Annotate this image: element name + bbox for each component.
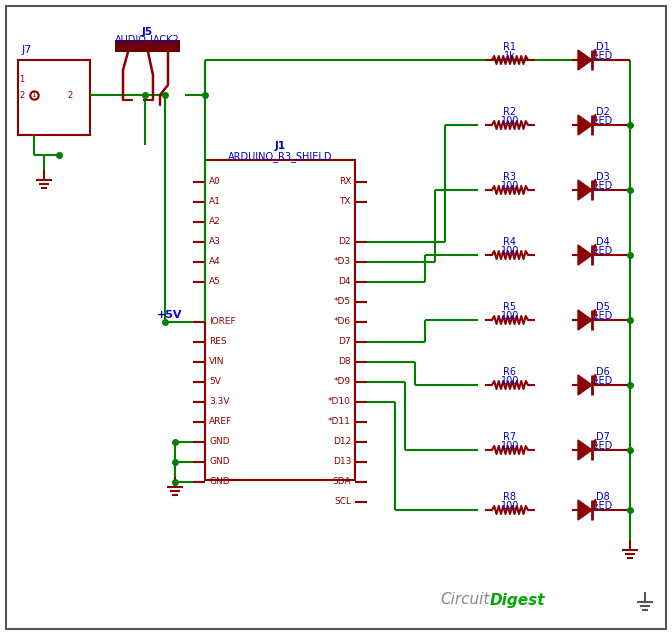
Text: ARDUINO_R3_SHIELD: ARDUINO_R3_SHIELD	[228, 152, 332, 163]
Text: R6: R6	[503, 367, 517, 377]
Text: R8: R8	[503, 492, 517, 502]
Text: D7: D7	[339, 337, 351, 347]
Text: VIN: VIN	[209, 358, 224, 366]
Text: 100: 100	[501, 246, 519, 256]
Text: R1: R1	[503, 42, 517, 52]
Polygon shape	[578, 50, 592, 70]
Text: D12: D12	[333, 438, 351, 446]
Text: *D5: *D5	[334, 298, 351, 307]
Text: IOREF: IOREF	[209, 318, 236, 326]
Text: 1: 1	[31, 92, 35, 98]
Text: GND: GND	[209, 457, 230, 467]
Text: SCL: SCL	[334, 497, 351, 507]
Text: A1: A1	[209, 197, 221, 206]
Text: LED: LED	[593, 246, 613, 256]
Text: GND: GND	[209, 438, 230, 446]
Text: *D6: *D6	[334, 318, 351, 326]
Polygon shape	[578, 500, 592, 520]
Text: A4: A4	[209, 258, 220, 267]
Text: D5: D5	[596, 302, 610, 312]
Text: D4: D4	[339, 277, 351, 286]
Polygon shape	[578, 440, 592, 460]
Text: 100: 100	[501, 501, 519, 511]
Text: LED: LED	[593, 116, 613, 126]
Bar	[18, 60, 90, 135]
Text: 2: 2	[19, 91, 25, 100]
Text: +5V: +5V	[157, 310, 183, 320]
Text: D2: D2	[596, 107, 610, 117]
Text: R5: R5	[503, 302, 517, 312]
Text: D8: D8	[596, 492, 610, 502]
Text: D3: D3	[596, 172, 610, 182]
Text: 100: 100	[501, 116, 519, 126]
Text: D13: D13	[333, 457, 351, 467]
Polygon shape	[578, 310, 592, 330]
Text: 3.3V: 3.3V	[209, 398, 230, 406]
Text: 1: 1	[19, 76, 25, 84]
Text: D7: D7	[596, 432, 610, 442]
Text: Circuit: Circuit	[441, 592, 490, 608]
Text: LED: LED	[593, 376, 613, 386]
Text: J5: J5	[142, 27, 153, 37]
Text: J7: J7	[22, 45, 32, 55]
Text: D2: D2	[339, 237, 351, 246]
Text: 5V: 5V	[209, 377, 221, 387]
Text: RX: RX	[339, 178, 351, 187]
Text: 1k: 1k	[504, 51, 516, 61]
Bar	[205, 160, 355, 480]
Text: GND: GND	[209, 478, 230, 486]
Text: R3: R3	[503, 172, 517, 182]
Text: D6: D6	[596, 367, 610, 377]
Text: LED: LED	[593, 501, 613, 511]
Text: *D9: *D9	[334, 377, 351, 387]
Polygon shape	[578, 375, 592, 395]
Bar	[115, 40, 180, 52]
Text: 100: 100	[501, 181, 519, 191]
Text: AUDIO-JACK2: AUDIO-JACK2	[115, 35, 180, 45]
Text: 100: 100	[501, 376, 519, 386]
Text: A2: A2	[209, 218, 220, 227]
Text: 100: 100	[501, 311, 519, 321]
Text: *D11: *D11	[328, 417, 351, 427]
Text: AREF: AREF	[209, 417, 232, 427]
Text: D1: D1	[596, 42, 610, 52]
Text: LED: LED	[593, 51, 613, 61]
Text: *D3: *D3	[334, 258, 351, 267]
Text: LED: LED	[593, 441, 613, 451]
Text: A5: A5	[209, 277, 221, 286]
Text: RES: RES	[209, 337, 226, 347]
Text: Digest: Digest	[490, 592, 546, 608]
Text: A3: A3	[209, 237, 221, 246]
Text: LED: LED	[593, 181, 613, 191]
Text: LED: LED	[593, 311, 613, 321]
Text: J1: J1	[274, 141, 286, 151]
Text: SDA: SDA	[333, 478, 351, 486]
Text: R4: R4	[503, 237, 517, 247]
Text: R2: R2	[503, 107, 517, 117]
Text: 2: 2	[67, 91, 73, 100]
Text: *D10: *D10	[328, 398, 351, 406]
Polygon shape	[578, 115, 592, 135]
Polygon shape	[578, 180, 592, 200]
Polygon shape	[578, 245, 592, 265]
Text: D8: D8	[339, 358, 351, 366]
Text: TX: TX	[339, 197, 351, 206]
Text: A0: A0	[209, 178, 221, 187]
Text: D4: D4	[596, 237, 610, 247]
Text: 100: 100	[501, 441, 519, 451]
Text: R7: R7	[503, 432, 517, 442]
